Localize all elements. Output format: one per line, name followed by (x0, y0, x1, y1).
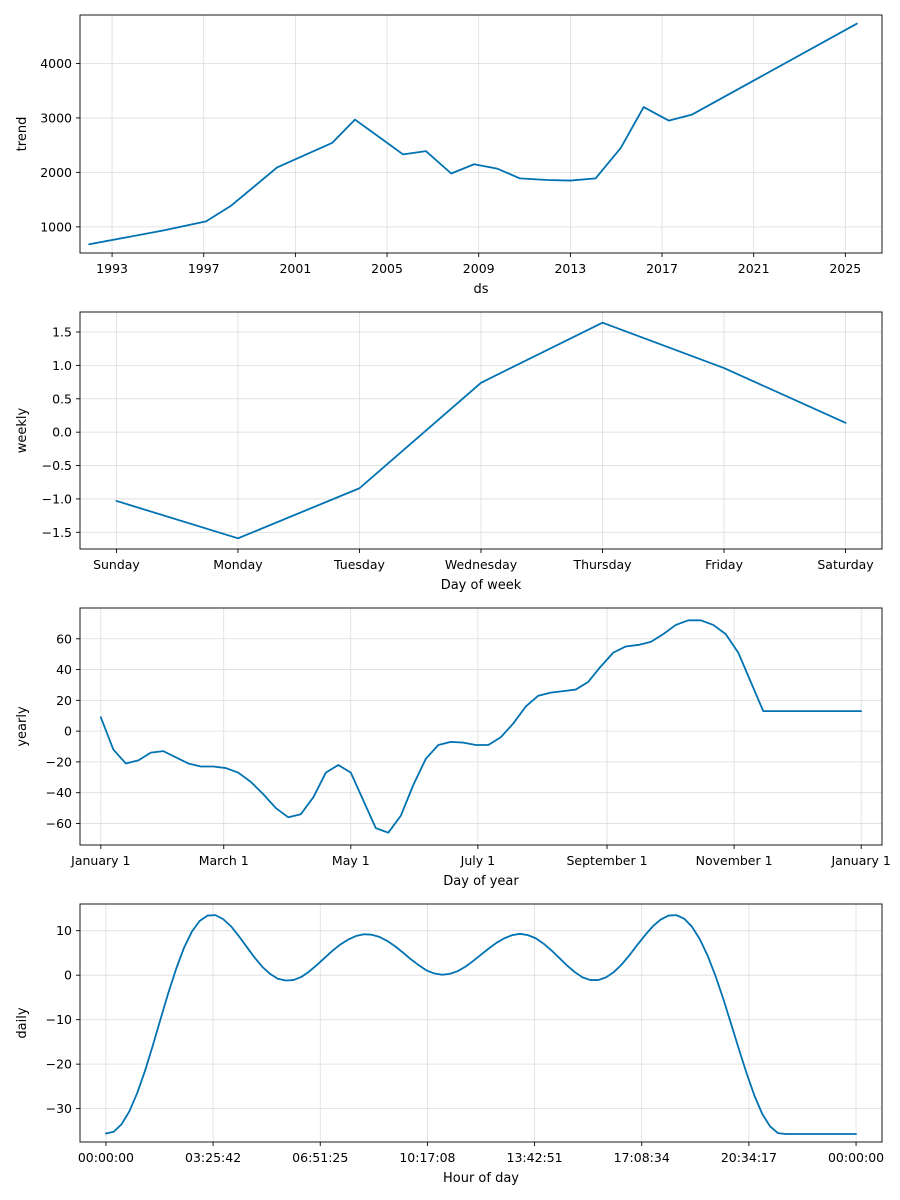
daily-plot-frame (79, 903, 883, 1143)
weekly-ytick-label-6: 1.5 (52, 325, 72, 340)
weekly-xlabel: Day of week (441, 578, 522, 593)
trend-ytick-label-1: 2000 (40, 165, 72, 180)
trend-ytick-label-3: 4000 (40, 56, 72, 71)
daily-ytick-label-0: −30 (46, 1101, 72, 1116)
trend-series-line (88, 22, 858, 246)
yearly-xtick-label-0: January 1 (70, 853, 130, 868)
yearly-xtick-label-5: November 1 (696, 853, 773, 868)
daily-ytick-label-2: −10 (46, 1012, 72, 1027)
trend-ytick-label-2: 3000 (40, 110, 72, 125)
yearly-xtick-label-4: September 1 (567, 853, 648, 868)
daily-xtick-label-3: 10:17:08 (399, 1150, 455, 1165)
weekly-xtick-label-0: Sunday (93, 557, 140, 572)
daily-xtick-label-4: 13:42:51 (507, 1150, 563, 1165)
trend-xtick-label-7: 2021 (738, 261, 770, 276)
daily-ytick-label-1: −20 (46, 1057, 72, 1072)
yearly-ylabel: yearly (15, 706, 30, 747)
weekly-xtick-label-4: Thursday (572, 557, 632, 572)
weekly-ytick-label-5: 1.0 (52, 358, 72, 373)
weekly-ytick-label-3: 0.0 (52, 425, 72, 440)
weekly-ytick-label-0: −1.5 (42, 525, 72, 540)
weekly-xtick-label-5: Friday (705, 557, 743, 572)
daily-xtick-label-1: 03:25:42 (185, 1150, 241, 1165)
trend-xtick-label-2: 2001 (279, 261, 311, 276)
trend-ytick-label-0: 1000 (40, 219, 72, 234)
daily-panel: 00:00:00 03:25:42 06:51:25 10:17:08 13:42:51… (15, 903, 884, 1186)
trend-xlabel: ds (473, 282, 488, 297)
trend-xtick-label-5: 2013 (554, 261, 586, 276)
trend-plot-frame (79, 14, 883, 254)
yearly-ytick-label-1: −40 (46, 785, 72, 800)
trend-xtick-label-4: 2009 (463, 261, 495, 276)
weekly-series-line (115, 321, 847, 540)
daily-xtick-label-7: 00:00:00 (828, 1150, 884, 1165)
weekly-xtick-label-1: Monday (213, 557, 263, 572)
daily-xlabel: Hour of day (443, 1171, 519, 1186)
yearly-ytick-label-3: 0 (64, 724, 72, 739)
weekly-panel: Sunday Monday Tuesday Wednesday Thursday Frid… (15, 311, 883, 593)
daily-xtick-label-2: 06:51:25 (292, 1150, 348, 1165)
trend-xtick-label-1: 1997 (188, 261, 220, 276)
daily-series-line (105, 914, 857, 1135)
yearly-plot-frame (79, 607, 883, 846)
daily-ytick-label-3: 0 (64, 968, 72, 983)
weekly-xtick-label-2: Tuesday (333, 557, 385, 572)
trend-xtick-label-8: 2025 (829, 261, 861, 276)
weekly-xtick-label-3: Wednesday (445, 557, 518, 572)
daily-xtick-label-0: 00:00:00 (78, 1150, 134, 1165)
yearly-ytick-label-6: 60 (56, 631, 72, 646)
weekly-ytick-label-4: 0.5 (52, 391, 72, 406)
weekly-ytick-label-1: −1.0 (42, 491, 72, 506)
trend-xtick-label-6: 2017 (646, 261, 678, 276)
yearly-ytick-label-5: 40 (56, 662, 72, 677)
yearly-ytick-label-4: 20 (56, 693, 72, 708)
daily-xtick-label-6: 20:34:17 (721, 1150, 777, 1165)
daily-xtick-label-5: 17:08:34 (614, 1150, 670, 1165)
trend-ylabel: trend (15, 117, 30, 152)
yearly-panel: January 1 March 1 May 1 July 1 September 1 No… (15, 607, 891, 889)
weekly-xtick-label-6: Saturday (817, 557, 874, 572)
yearly-xtick-label-1: March 1 (199, 853, 249, 868)
weekly-ylabel: weekly (15, 407, 30, 453)
weekly-ytick-label-2: −0.5 (42, 458, 72, 473)
yearly-series-line (99, 619, 863, 834)
yearly-xlabel: Day of year (443, 874, 519, 889)
daily-ylabel: daily (15, 1007, 30, 1038)
yearly-xtick-label-6: January 1 (831, 853, 891, 868)
yearly-xtick-label-3: July 1 (460, 853, 495, 868)
trend-xtick-label-3: 2005 (371, 261, 403, 276)
trend-panel: 1993 1997 2001 2005 2009 2013 2017 2021 2025 1000… (15, 14, 883, 297)
yearly-ytick-label-2: −20 (46, 754, 72, 769)
daily-ytick-label-4: 10 (56, 923, 72, 938)
yearly-ytick-label-0: −60 (46, 816, 72, 831)
trend-xtick-label-0: 1993 (96, 261, 128, 276)
yearly-xtick-label-2: May 1 (332, 853, 370, 868)
